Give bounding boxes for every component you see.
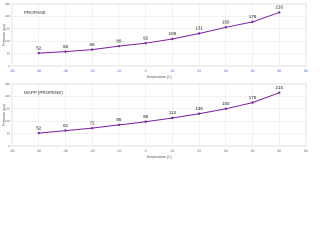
- x-tick-label: 40: [251, 69, 255, 73]
- y-tick-label: 150: [5, 107, 10, 111]
- x-tick-label: 60: [304, 69, 308, 73]
- data-label: 66: [90, 42, 96, 47]
- point: [144, 41, 147, 45]
- point: [117, 44, 121, 48]
- point: [117, 123, 121, 127]
- x-tick-label: -10: [116, 69, 121, 73]
- point: [197, 112, 201, 115]
- x-axis-label: Temperature (C): [146, 155, 171, 159]
- data-label: 175: [249, 95, 257, 100]
- y-tick-label: 50: [7, 51, 11, 55]
- point: [90, 48, 94, 51]
- point: [171, 37, 174, 41]
- data-label: 52: [36, 45, 42, 50]
- x-tick-label: 40: [251, 149, 255, 153]
- point: [37, 51, 40, 55]
- x-tick-label: -20: [90, 69, 95, 73]
- x-tick-label: -40: [36, 69, 41, 73]
- data-label: 58: [63, 44, 69, 49]
- point: [90, 126, 94, 130]
- point: [251, 20, 254, 24]
- data-label: 131: [195, 26, 203, 31]
- point: [37, 131, 40, 135]
- y-tick-label: 50: [7, 131, 11, 135]
- y-tick-label: 100: [5, 119, 10, 123]
- x-tick-label: 20: [197, 149, 201, 153]
- y-axis-label: Pressure (psi): [2, 24, 6, 46]
- data-label: 109: [169, 31, 177, 36]
- data-label: 150: [222, 101, 230, 106]
- point: [64, 129, 67, 132]
- y-axis-label: Pressure (psi): [2, 104, 6, 126]
- y-tick-label: 250: [5, 82, 10, 86]
- y-tick-label: 150: [5, 27, 10, 31]
- point: [278, 91, 281, 94]
- x-tick-label: 10: [170, 149, 174, 153]
- x-tick-label: -20: [90, 149, 95, 153]
- x-tick-label: 10: [170, 69, 174, 73]
- point: [251, 101, 254, 104]
- x-tick-label: 50: [277, 69, 281, 73]
- data-label: 62: [63, 123, 69, 128]
- point: [224, 26, 228, 29]
- line: [38, 92, 280, 134]
- data-label: 215: [276, 85, 284, 90]
- point: [171, 116, 174, 120]
- data-label: 130: [195, 106, 203, 111]
- x-tick-label: -50: [9, 149, 14, 153]
- x-tick-label: -50: [9, 69, 14, 73]
- point: [278, 11, 281, 14]
- data-label: 85: [116, 117, 122, 122]
- x-tick-label: -40: [36, 149, 41, 153]
- x-tick-label: -30: [63, 149, 68, 153]
- x-tick-label: 50: [277, 149, 281, 153]
- data-label: 72: [90, 120, 96, 125]
- data-label: 216: [276, 5, 284, 10]
- point: [197, 32, 201, 35]
- plot-area: [11, 3, 307, 67]
- data-label: 52: [36, 125, 42, 130]
- x-tick-label: 0: [145, 69, 147, 73]
- y-tick-label: 0: [8, 64, 10, 68]
- line: [38, 11, 280, 54]
- chart-title: PROPANE: [24, 10, 46, 15]
- x-tick-label: 20: [197, 69, 201, 73]
- y-tick-label: 100: [5, 39, 10, 43]
- y-tick-label: 250: [5, 2, 10, 6]
- point: [144, 120, 147, 123]
- x-tick-label: 30: [224, 69, 228, 73]
- data-label: 92: [143, 35, 149, 40]
- point: [64, 50, 67, 53]
- y-tick-label: 200: [5, 14, 10, 18]
- x-tick-label: -30: [63, 69, 68, 73]
- point: [224, 107, 228, 111]
- y-tick-label: 200: [5, 94, 10, 98]
- x-tick-label: 30: [224, 149, 228, 153]
- data-label: 113: [169, 110, 177, 115]
- data-label: 98: [143, 114, 149, 119]
- chart-title: MAPP (PROPENE): [24, 90, 63, 95]
- data-label: 156: [222, 19, 230, 24]
- x-tick-label: -10: [116, 149, 121, 153]
- data-label: 178: [249, 14, 257, 19]
- x-axis-label: Temperature (C): [146, 75, 171, 79]
- y-tick-label: 0: [8, 144, 10, 148]
- data-label: 80: [116, 38, 122, 43]
- x-tick-label: 0: [145, 149, 147, 153]
- x-tick-label: 60: [304, 149, 308, 153]
